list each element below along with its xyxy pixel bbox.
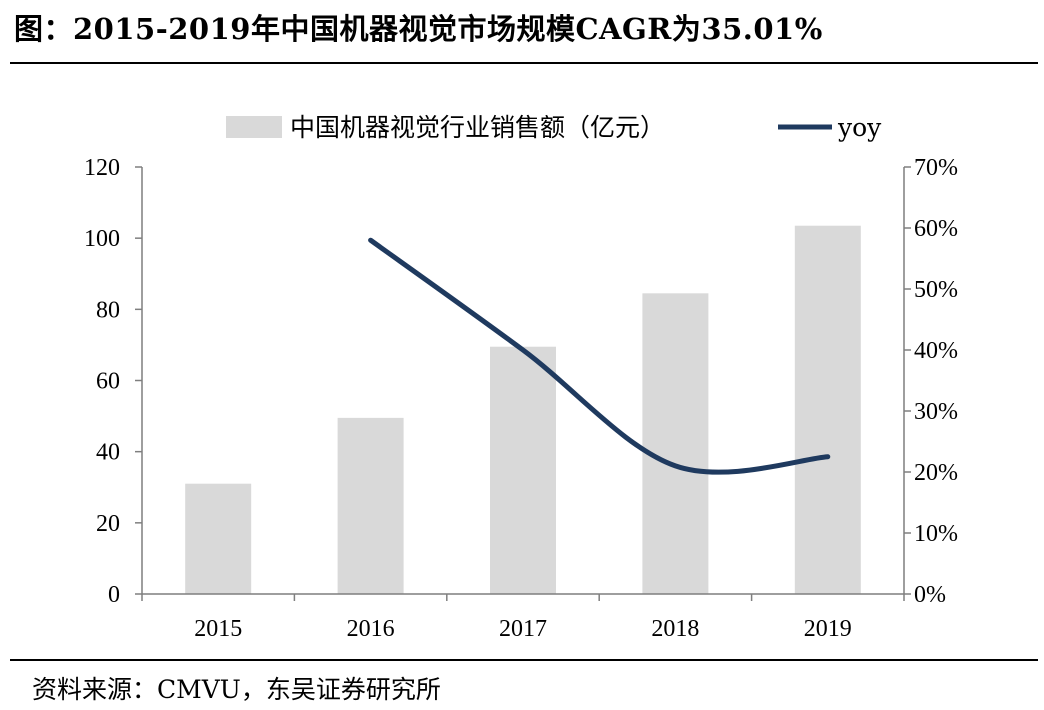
x-tick-label-2017: 2017 bbox=[499, 616, 547, 642]
y-left-tick-label: 60 bbox=[96, 369, 120, 395]
figure-title: 图：2015-2019年中国机器视觉市场规模CAGR为35.01% bbox=[14, 12, 823, 46]
yoy-line bbox=[368, 237, 831, 475]
y-right-tick-label: 20% bbox=[914, 460, 958, 486]
source-note: 资料来源：CMVU，东吴证券研究所 bbox=[32, 675, 441, 704]
legend-label-sales: 中国机器视觉行业销售额（亿元） bbox=[290, 113, 665, 142]
bar-2017 bbox=[490, 346, 556, 594]
x-tick-label-2015: 2015 bbox=[194, 616, 242, 642]
chart: 中国机器视觉行业销售额（亿元） yoy 0 20 40 60 80 100 120 0% 10%… bbox=[84, 113, 958, 642]
bar-2019 bbox=[794, 225, 861, 594]
y-left-tick-label: 40 bbox=[96, 440, 120, 466]
y-right-tick-label: 60% bbox=[914, 216, 958, 242]
legend-swatch-sales bbox=[226, 116, 282, 138]
y-right-tick-label: 10% bbox=[914, 521, 958, 547]
y-right-tick-label: 50% bbox=[914, 277, 958, 303]
y-right-tick-label: 30% bbox=[914, 399, 958, 425]
title-rule bbox=[10, 62, 1038, 64]
x-tick-label-2019: 2019 bbox=[804, 616, 852, 642]
bar-2015 bbox=[185, 483, 252, 594]
bar-group bbox=[185, 225, 861, 594]
y-right-tick-label: 40% bbox=[914, 338, 958, 364]
bar-2016 bbox=[337, 417, 404, 594]
x-tick-label-2018: 2018 bbox=[651, 616, 699, 642]
y-left-tick-label: 100 bbox=[84, 226, 120, 252]
axes: 0 20 40 60 80 100 120 0% 10% 20% 30% 40% 50% 60% 70% 20… bbox=[84, 155, 958, 642]
x-tick-label-2016: 2016 bbox=[347, 616, 395, 642]
y-right-tick-label: 70% bbox=[914, 155, 958, 181]
yoy-line-layer bbox=[368, 237, 831, 475]
y-left-tick-label: 80 bbox=[96, 297, 120, 323]
y-right-tick-label: 0% bbox=[914, 582, 946, 608]
y-left-tick-label: 20 bbox=[96, 511, 120, 537]
legend-label-yoy: yoy bbox=[837, 113, 882, 142]
legend: 中国机器视觉行业销售额（亿元） yoy bbox=[226, 113, 882, 142]
source-rule bbox=[10, 659, 1038, 661]
bar-2018 bbox=[642, 293, 709, 594]
y-left-tick-label: 120 bbox=[84, 155, 120, 181]
y-left-tick-label: 0 bbox=[108, 582, 120, 608]
